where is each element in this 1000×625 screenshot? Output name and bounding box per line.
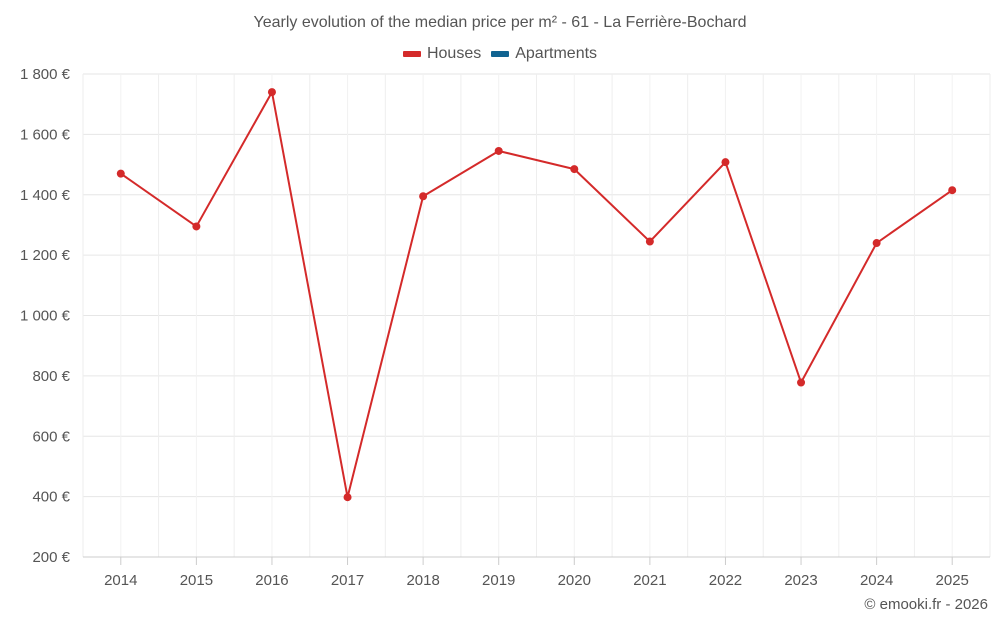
x-tick-label: 2015 [180, 572, 213, 589]
data-point [948, 186, 957, 195]
data-point [343, 493, 352, 502]
legend: Houses Apartments [0, 45, 1000, 63]
chart-title: Yearly evolution of the median price per… [253, 14, 747, 31]
legend-label-apartments: Apartments [515, 45, 598, 62]
y-tick-label: 400 € [32, 489, 70, 506]
x-tick-label: 2022 [709, 572, 742, 589]
x-tick-label: 2021 [633, 572, 666, 589]
y-tick-label: 1 600 € [20, 126, 71, 143]
legend-item-houses[interactable]: Houses [402, 45, 482, 63]
y-tick-label: 1 400 € [20, 187, 71, 204]
data-point [721, 158, 730, 167]
y-tick-label: 800 € [32, 368, 70, 385]
y-tick-label: 600 € [32, 428, 70, 445]
y-tick-label: 1 200 € [20, 247, 71, 264]
y-tick-label: 1 000 € [20, 308, 71, 325]
x-tick-label: 2019 [482, 572, 515, 589]
credit-text: © emooki.fr - 2026 [864, 596, 988, 613]
legend-swatch-houses [402, 51, 421, 57]
data-point [645, 237, 654, 246]
data-point [570, 165, 579, 174]
data-point [797, 378, 806, 387]
x-tick-label: 2025 [936, 572, 969, 589]
data-point [192, 222, 201, 231]
y-tick-label: 1 800 € [20, 66, 71, 83]
x-tick-label: 2016 [255, 572, 288, 589]
legend-swatch-apartments [491, 51, 510, 57]
x-tick-label: 2017 [331, 572, 364, 589]
legend-label-houses: Houses [426, 45, 482, 62]
legend-item-apartments[interactable]: Apartments [491, 45, 597, 63]
x-tick-label: 2018 [406, 572, 439, 589]
y-tick-label: 200 € [32, 549, 70, 566]
data-point [494, 146, 503, 155]
data-point [267, 88, 276, 97]
x-tick-label: 2020 [558, 572, 591, 589]
x-tick-label: 2014 [104, 572, 137, 589]
data-point [872, 239, 881, 248]
data-point [419, 192, 428, 201]
x-tick-label: 2023 [784, 572, 817, 589]
x-tick-label: 2024 [860, 572, 893, 589]
data-point [116, 169, 125, 178]
series-line-houses [120, 91, 953, 499]
